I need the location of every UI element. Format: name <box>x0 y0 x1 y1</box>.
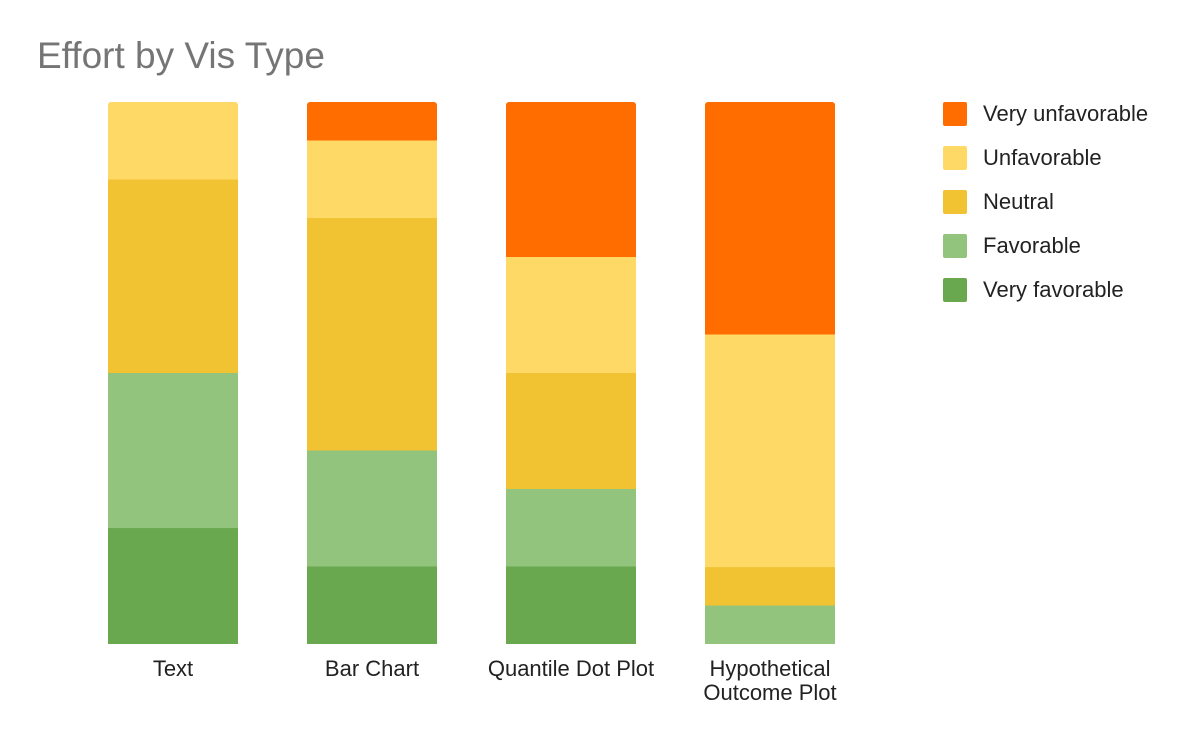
x-axis-tick-labels: Text Bar Chart Quantile Dot Plot Hypothetic… <box>153 656 837 705</box>
bar-segment-bar-chart-favorable <box>307 450 437 567</box>
legend-swatch-very-unfavorable <box>943 102 967 126</box>
bar-segment-hypothetical-outcome-plot-unfavorable <box>705 334 835 568</box>
x-tick-label-quantile-dot-plot: Quantile Dot Plot <box>488 656 654 681</box>
legend-label-neutral: Neutral <box>983 189 1054 214</box>
legend-swatch-unfavorable <box>943 146 967 170</box>
bar-segment-quantile-dot-plot-unfavorable <box>506 257 636 373</box>
bar-segment-bar-chart-very-favorable <box>307 566 437 644</box>
legend-item-unfavorable: Unfavorable <box>943 145 1102 170</box>
bar-segment-hypothetical-outcome-plot-favorable <box>705 605 835 644</box>
bar-segment-quantile-dot-plot-neutral <box>506 373 636 489</box>
bar-segment-quantile-dot-plot-very-favorable <box>506 566 636 644</box>
bar-segment-text-neutral <box>108 179 238 373</box>
legend-item-very-unfavorable: Very unfavorable <box>943 101 1148 126</box>
bar-segment-quantile-dot-plot-favorable <box>506 488 636 567</box>
legend-item-neutral: Neutral <box>943 189 1054 214</box>
legend-swatch-very-favorable <box>943 278 967 302</box>
bar-segment-bar-chart-neutral <box>307 217 437 451</box>
legend-label-very-unfavorable: Very unfavorable <box>983 101 1148 126</box>
bar-segment-text-very-favorable <box>108 528 238 644</box>
x-tick-label-hypothetical-outcome-plot: Hypothetical Outcome Plot <box>703 656 836 705</box>
bar-segment-fill-quantile-dot-plot <box>506 106 636 258</box>
x-tick-label-bar-chart: Bar Chart <box>325 656 419 681</box>
bar-segment-bar-chart-unfavorable <box>307 140 437 218</box>
bar-segment-fill-bar-chart <box>307 106 437 141</box>
bar-segment-hypothetical-outcome-plot-neutral <box>705 567 835 606</box>
bar-segment-text-favorable <box>108 373 238 529</box>
legend-swatch-favorable <box>943 234 967 258</box>
bar-segment-fill-text <box>108 106 238 180</box>
chart-title: Effort by Vis Type <box>37 35 325 76</box>
legend-item-favorable: Favorable <box>943 233 1081 258</box>
legend-swatch-neutral <box>943 190 967 214</box>
bar-segment-fill-hypothetical-outcome-plot <box>705 106 835 335</box>
legend-item-very-favorable: Very favorable <box>943 277 1124 302</box>
legend-label-very-favorable: Very favorable <box>983 277 1124 302</box>
legend: Very unfavorable Unfavorable Neutral Favora… <box>943 101 1148 302</box>
legend-label-favorable: Favorable <box>983 233 1081 258</box>
legend-label-unfavorable: Unfavorable <box>983 145 1102 170</box>
bars-group <box>108 102 835 644</box>
x-tick-label-text: Text <box>153 656 193 681</box>
